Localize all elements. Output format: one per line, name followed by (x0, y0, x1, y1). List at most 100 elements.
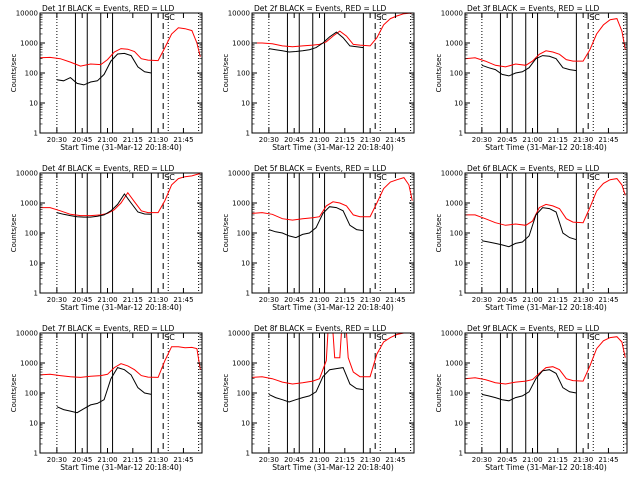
plot-frame (39, 332, 203, 454)
y-axis-label: Counts/sec (10, 54, 18, 93)
y-tick-label: 1000 (445, 40, 463, 48)
lld-series-line (40, 173, 201, 217)
y-tick-label: 1 (34, 130, 38, 138)
plot-frame (464, 12, 628, 134)
panel-title: Det 5f BLACK = Events, RED = LLD (254, 164, 387, 173)
panel-det-6: 1 10 100 1000 10000 20:30 20:45 21:00 21:15 21:30… (435, 164, 628, 312)
y-tick-label: 10 (454, 420, 463, 428)
plot-frame (39, 172, 203, 294)
plot-frame (251, 12, 415, 134)
x-tick-label: 21:00 (97, 136, 117, 144)
x-tick-label: 20:45 (497, 296, 517, 304)
panel-title: Det 8f BLACK = Events, RED = LLD (254, 324, 387, 333)
x-tick-label: 21:30 (148, 296, 168, 304)
x-tick-label: 21:45 (173, 136, 193, 144)
x-tick-label: 21:30 (573, 136, 593, 144)
events-series-line (56, 367, 152, 414)
x-tick-label: 20:30 (472, 456, 492, 464)
x-tick-label: 21:00 (522, 456, 542, 464)
lld-series-line (39, 346, 201, 378)
panel-title: Det 6f BLACK = Events, RED = LLD (467, 164, 600, 173)
panel-det-9: 1 10 100 1000 10000 20:30 20:45 21:00 21:15 21:30… (435, 324, 628, 472)
y-tick-label: 1000 (20, 360, 38, 368)
x-tick-label: 21:15 (335, 456, 355, 464)
events-series-line (481, 207, 577, 248)
x-axis-label: Start Time (31-Mar-12 20:18:40) (485, 463, 607, 472)
x-tick-label: 20:45 (284, 136, 304, 144)
y-tick-label: 100 (25, 390, 38, 398)
panel-det-3: 1 10 100 1000 10000 20:30 20:45 21:00 21:15 21:30… (435, 4, 628, 152)
x-tick-label: 21:45 (173, 296, 193, 304)
x-tick-label: 21:30 (360, 136, 380, 144)
sc-label: SC (164, 13, 175, 22)
lld-series-line (39, 27, 201, 67)
y-tick-label: 1000 (232, 200, 250, 208)
y-tick-label: 1 (34, 450, 38, 458)
y-tick-label: 10000 (441, 330, 463, 338)
x-tick-label: 21:45 (598, 296, 618, 304)
x-tick-label: 21:15 (335, 136, 355, 144)
y-tick-label: 100 (237, 390, 250, 398)
lld-series-line (251, 177, 413, 221)
events-series-line (268, 367, 364, 403)
y-tick-label: 1 (459, 130, 463, 138)
x-axis-label: Start Time (31-Mar-12 20:18:40) (485, 303, 607, 312)
panel-det-5: 1 10 100 1000 10000 20:30 20:45 21:00 21:15 21:30… (222, 164, 415, 312)
x-axis-label: Start Time (31-Mar-12 20:18:40) (60, 303, 182, 312)
sc-label: SC (376, 173, 387, 182)
y-tick-label: 1000 (20, 40, 38, 48)
panel-det-4: 1 10 100 1000 10000 20:30 20:45 21:00 21:15 21:30… (10, 164, 203, 312)
y-tick-label: 10 (454, 100, 463, 108)
panel-det-2: 1 10 100 1000 10000 20:30 20:45 21:00 21:15 21:30… (222, 4, 415, 152)
y-tick-label: 1 (246, 130, 250, 138)
panel-title: Det 1f BLACK = Events, RED = LLD (42, 4, 175, 13)
x-axis-label: Start Time (31-Mar-12 20:18:40) (485, 143, 607, 152)
x-tick-label: 20:45 (497, 456, 517, 464)
x-axis-label: Start Time (31-Mar-12 20:18:40) (60, 143, 182, 152)
x-tick-label: 21:15 (548, 296, 568, 304)
y-tick-label: 10000 (228, 10, 250, 18)
x-tick-label: 20:30 (47, 296, 67, 304)
x-axis-label: Start Time (31-Mar-12 20:18:40) (272, 303, 394, 312)
x-tick-label: 20:30 (47, 456, 67, 464)
y-tick-label: 1000 (445, 200, 463, 208)
x-tick-label: 21:45 (385, 296, 405, 304)
y-axis-label: Counts/sec (10, 214, 18, 253)
panel-title: Det 9f BLACK = Events, RED = LLD (467, 324, 600, 333)
y-tick-label: 1 (246, 290, 250, 298)
x-tick-label: 20:30 (472, 296, 492, 304)
y-tick-label: 10000 (16, 10, 38, 18)
sc-label: SC (164, 333, 175, 342)
x-tick-label: 20:30 (472, 136, 492, 144)
x-axis-label: Start Time (31-Mar-12 20:18:40) (272, 143, 394, 152)
x-tick-label: 21:00 (309, 296, 329, 304)
x-tick-label: 21:30 (573, 296, 593, 304)
x-tick-label: 21:45 (385, 136, 405, 144)
y-tick-label: 100 (450, 230, 463, 238)
x-tick-label: 21:15 (548, 136, 568, 144)
y-tick-label: 100 (25, 230, 38, 238)
x-tick-label: 21:30 (573, 456, 593, 464)
x-tick-label: 21:30 (360, 456, 380, 464)
x-tick-label: 21:30 (148, 136, 168, 144)
x-tick-label: 21:45 (385, 456, 405, 464)
x-tick-label: 20:45 (72, 136, 92, 144)
x-tick-label: 20:30 (259, 296, 279, 304)
x-tick-label: 21:45 (598, 136, 618, 144)
x-tick-label: 21:00 (522, 296, 542, 304)
panel-det-7: 1 10 100 1000 10000 20:30 20:45 21:00 21:15 21:30… (10, 324, 203, 472)
lld-series-line (464, 336, 626, 385)
y-tick-label: 10 (241, 100, 250, 108)
x-tick-label: 21:00 (97, 296, 117, 304)
lld-series-line (464, 18, 626, 68)
x-tick-label: 21:30 (360, 296, 380, 304)
y-axis-label: Counts/sec (435, 214, 443, 253)
y-axis-label: Counts/sec (222, 374, 230, 413)
y-axis-label: Counts/sec (222, 54, 230, 93)
x-tick-label: 21:00 (309, 456, 329, 464)
y-tick-label: 10 (29, 260, 38, 268)
y-tick-label: 10 (454, 260, 463, 268)
events-series-line (481, 369, 577, 402)
y-tick-label: 1 (459, 290, 463, 298)
